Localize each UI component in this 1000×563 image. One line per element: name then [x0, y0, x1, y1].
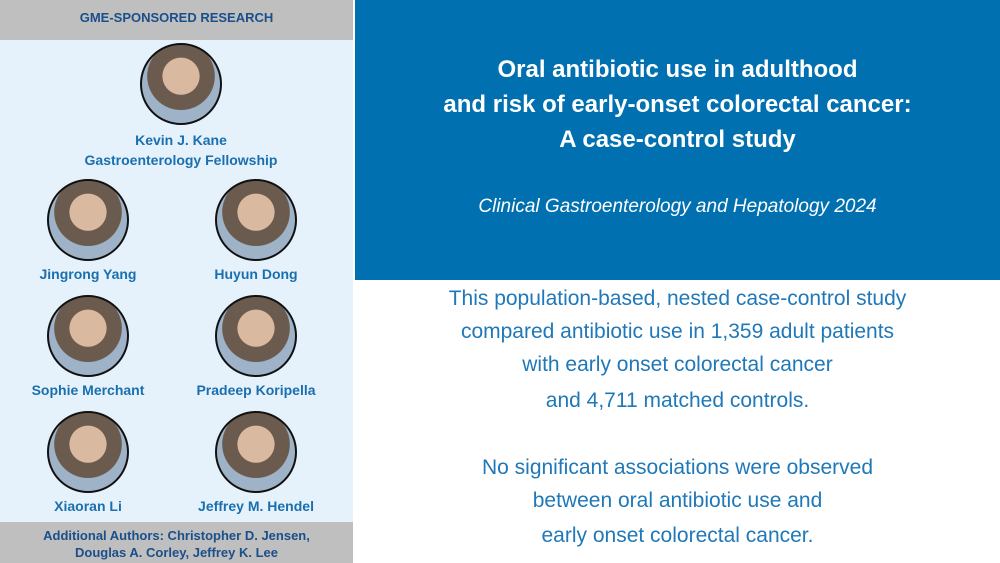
footer-line: Additional Authors: Christopher D. Jense…	[43, 528, 310, 543]
title-line: A case-control study	[559, 126, 796, 153]
person-name: Pradeep Koripella	[196, 382, 316, 398]
photo	[140, 43, 222, 125]
person-name: Huyun Dong	[214, 266, 298, 282]
photo	[47, 411, 129, 493]
header-label: GME-SPONSORED RESEARCH	[79, 10, 274, 25]
title-line: Oral antibiotic use in adulthood	[497, 56, 858, 83]
summary-line: This population-based, nested case-contr…	[448, 287, 907, 310]
photo	[215, 295, 297, 377]
person-name: Sophie Merchant	[31, 382, 145, 398]
summary-line: and 4,711 matched controls.	[545, 389, 810, 412]
person-name: Xiaoran Li	[54, 498, 122, 514]
journal: Clinical Gastroenterology and Hepatology…	[478, 196, 877, 217]
summary-line: between oral antibiotic use and	[532, 489, 823, 512]
photo	[47, 179, 129, 261]
title-line: and risk of early-onset colorectal cance…	[443, 91, 912, 118]
footer-line: Douglas A. Corley, Jeffrey K. Lee	[74, 545, 278, 560]
featured-name: Kevin J. Kane	[135, 132, 227, 148]
photo	[215, 179, 297, 261]
featured-role: Gastroenterology Fellowship	[84, 152, 278, 168]
summary-line: early onset colorectal cancer.	[541, 524, 814, 547]
summary-line: with early onset colorectal cancer	[522, 353, 833, 376]
header-bar: GME-SPONSORED RESEARCH	[0, 0, 353, 40]
footer-bar: Additional Authors: Christopher D. Jense…	[0, 522, 353, 563]
photo	[215, 411, 297, 493]
photo	[47, 295, 129, 377]
person-name: Jeffrey M. Hendel	[198, 498, 314, 514]
person-name: Jingrong Yang	[39, 266, 137, 282]
summary-line: compared antibiotic use in 1,359 adult p…	[460, 320, 895, 343]
summary-line: No significant associations were observe…	[481, 456, 874, 479]
title-box	[355, 0, 1000, 280]
